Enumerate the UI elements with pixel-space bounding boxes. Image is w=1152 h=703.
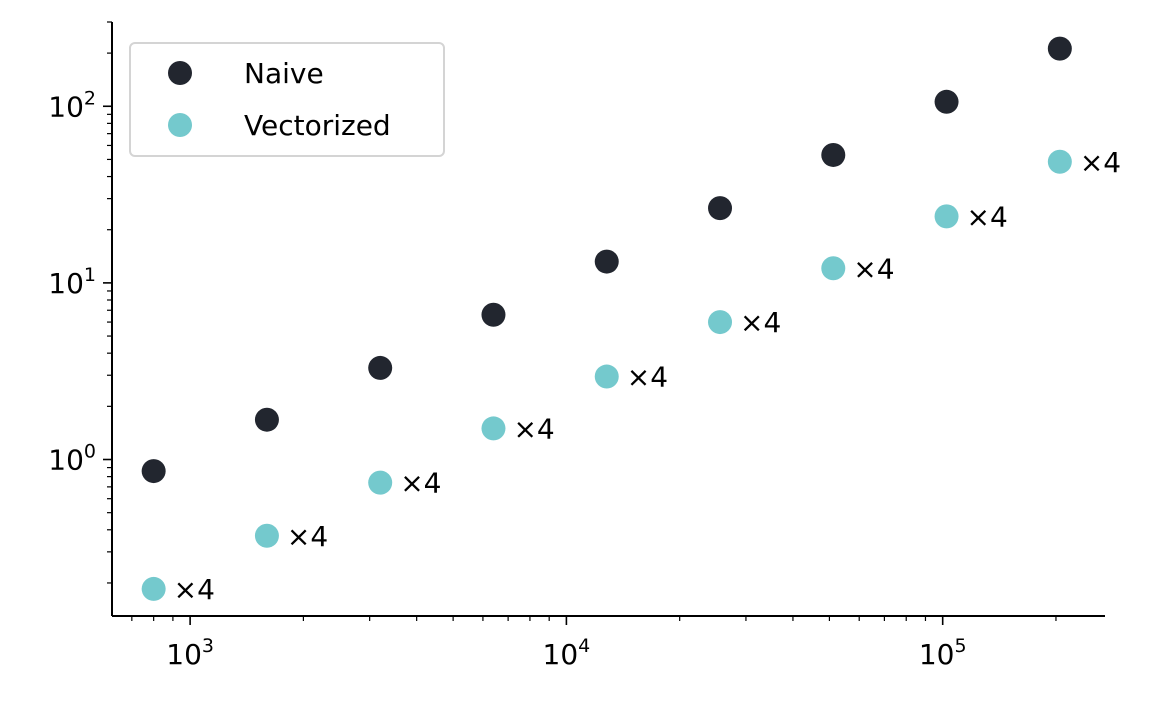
annotation-label: ×4 [627, 361, 668, 394]
point-naive [934, 89, 959, 114]
y-tick-label: 102 [48, 87, 96, 123]
annotation-label: ×4 [174, 573, 215, 606]
annotation-label: ×4 [287, 520, 328, 553]
annotation-label: ×4 [967, 200, 1008, 233]
point-naive [594, 249, 619, 274]
legend-marker-naive [168, 61, 192, 85]
point-naive [708, 196, 733, 221]
point-vectorized [481, 416, 506, 441]
annotation-label: ×4 [853, 252, 894, 285]
point-vectorized [934, 204, 959, 229]
chart-marks [141, 36, 1072, 601]
x-tick-label: 103 [166, 635, 214, 671]
point-vectorized [594, 364, 619, 389]
annotation-label: ×4 [400, 467, 441, 500]
legend-label-vectorized: Vectorized [244, 109, 391, 142]
point-vectorized [254, 523, 279, 548]
point-vectorized [368, 470, 393, 495]
x-tick-label: 104 [543, 635, 591, 671]
axes: 103 104 105 100 101 102 [48, 21, 1105, 671]
x-tick-label: 105 [919, 635, 967, 671]
point-vectorized [1047, 149, 1072, 174]
legend-marker-vectorized [168, 113, 192, 137]
annotation-label: ×4 [740, 306, 781, 339]
legend-label-naive: Naive [244, 57, 324, 90]
point-naive [821, 142, 846, 167]
y-tick-label: 100 [48, 441, 96, 477]
point-naive [481, 302, 506, 327]
point-naive [1047, 36, 1072, 61]
legend-box [129, 42, 445, 157]
point-vectorized [821, 256, 846, 281]
annotation-label: ×4 [1080, 146, 1121, 179]
annotation-label: ×4 [513, 412, 554, 445]
point-naive [368, 355, 393, 380]
point-vectorized [708, 310, 733, 335]
annotations: ×4 ×4 ×4 ×4 ×4 ×4 ×4 ×4 ×4 [174, 146, 1121, 606]
point-naive [141, 459, 166, 484]
legend: Naive Vectorized [129, 42, 445, 157]
point-vectorized [141, 576, 166, 601]
y-tick-label: 101 [48, 264, 96, 300]
point-naive [254, 407, 279, 432]
